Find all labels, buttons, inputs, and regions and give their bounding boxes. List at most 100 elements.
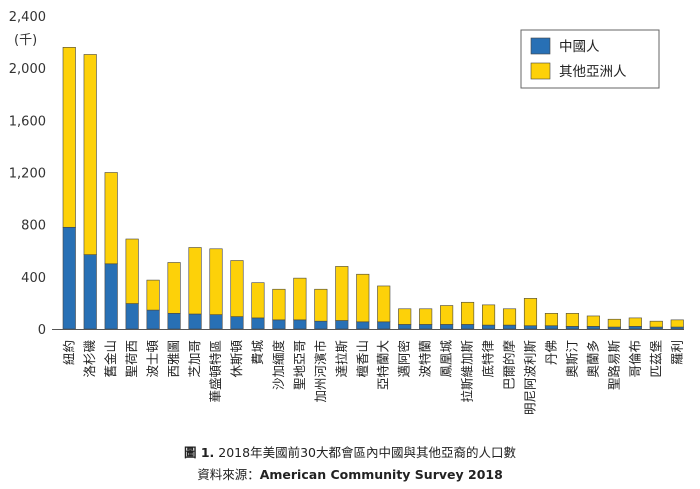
source-note: 資料來源：American Community Survey 2018 [0,464,700,483]
x-tick-label: 底特律 [481,340,496,378]
x-tick-label: 達拉斯 [334,340,349,378]
source-label: 資料來源： [197,467,260,482]
x-tick-label: 波士頓 [145,340,160,378]
x-tick-label: 鳳凰城 [439,340,454,378]
bar-segment-chinese [62,226,76,330]
bar-segment-chinese [146,309,160,330]
bar-segment-other-asian [502,308,517,326]
x-tick-label: 奧蘭多 [585,340,600,378]
bar-segment-chinese [586,326,600,330]
bar-segment-other-asian [649,320,663,328]
legend-label-chinese: 中國人 [559,39,600,55]
y-tick-label: 2,000 [9,62,46,77]
y-tick-label: 2,400 [9,10,46,25]
bar-segment-other-asian [544,313,559,327]
figure-caption: 圖 1. 2018年美國前30大都會區內中國與其他亞裔的人口數 [0,442,700,461]
bar-segment-chinese [251,317,265,330]
x-tick-label: 加州河濱市 [313,340,328,403]
bar-segment-chinese [83,254,97,330]
bar-segment-other-asian [272,288,286,321]
x-tick-label: 巴爾的摩 [502,340,517,391]
y-tick-label: 1,200 [9,167,46,182]
x-tick-label: 聖地亞哥 [292,340,307,390]
bar-segment-other-asian [356,273,370,323]
bar-segment-chinese [523,325,538,330]
x-tick-label: 紐約 [61,340,76,365]
bar-segment-other-asian [586,315,600,327]
x-tick-label: 邁阿密 [397,340,412,378]
x-tick-label: 檀香山 [355,340,370,378]
bar-segment-other-asian [482,304,496,326]
bar-segment-other-asian [188,247,202,315]
figure-number: 圖 1. [183,445,215,460]
bar-segment-other-asian [230,260,244,317]
x-tick-label: 費城 [250,340,265,366]
x-tick-label: 休斯頓 [229,340,244,378]
bar-segment-chinese [272,319,286,330]
bar-segment-other-asian [146,279,160,311]
bars [62,46,684,330]
bar-segment-chinese [482,324,496,330]
bar-segment-chinese [398,324,412,330]
x-tick-label: 洛杉磯 [82,340,97,378]
bar-segment-chinese [167,313,181,330]
bar-segment-chinese [356,321,370,330]
x-tick-label: 丹佛 [543,340,558,365]
x-tick-label: 華盛頓特區 [208,340,223,403]
y-axis: 0 400 800 1,200 1,600 2,000 2,400 [9,10,46,338]
bar-segment-other-asian [670,319,684,328]
bar-segment-other-asian [314,288,328,322]
x-tick-label: 芝加哥 [187,340,202,378]
bar-segment-other-asian [628,317,642,327]
bar-segment-other-asian [83,54,97,255]
bar-segment-other-asian [335,266,349,321]
x-tick-label: 舊金山 [103,340,118,378]
bar-segment-chinese [104,263,118,330]
bar-segment-chinese [377,321,391,330]
y-tick-label: 400 [21,271,46,286]
bar-segment-chinese [419,324,433,330]
bar-segment-chinese [125,303,139,330]
bar-segment-other-asian [419,308,433,325]
x-tick-label: 羅利 [669,340,684,365]
bar-segment-chinese [544,325,559,330]
bar-segment-other-asian [251,282,265,319]
bar-segment-chinese [293,319,307,330]
x-tick-label: 奧斯汀 [564,340,579,378]
x-tick-label: 亞特蘭大 [376,340,391,390]
x-tick-label: 哥倫布 [627,340,642,378]
y-axis-unit-label: (千) [14,33,37,48]
bar-segment-chinese [335,320,349,330]
bar-segment-chinese [628,326,642,330]
bar-segment-chinese [188,313,202,330]
bar-segment-chinese [314,320,328,330]
y-tick-label: 1,600 [9,114,46,129]
bar-segment-other-asian [62,46,76,228]
bar-segment-other-asian [293,277,307,321]
bar-segment-other-asian [104,172,118,265]
bar-segment-other-asian [461,301,475,325]
stacked-bar-chart: 0 400 800 1,200 1,600 2,000 2,400 (千) 紐約 洛杉磯 舊金山… [9,10,684,416]
bar-segment-other-asian [398,308,412,325]
legend-label-other-asian: 其他亞洲人 [559,64,627,80]
x-tick-label: 聖路易斯 [606,340,621,390]
x-tick-label: 波特蘭 [418,340,433,378]
bar-segment-other-asian [523,298,538,327]
bar-segment-chinese [230,316,244,330]
bar-segment-other-asian [440,305,454,325]
bar-segment-other-asian [607,318,621,328]
legend-swatch-chinese [530,37,551,55]
bar-segment-chinese [209,314,223,330]
x-axis-labels: 紐約 洛杉磯 舊金山 聖荷西 波士頓 西雅圖 芝加哥 華盛頓特區 休斯頓 費城 沙加緬度 聖地亞哥 加州… [61,340,684,416]
x-tick-label: 西雅圖 [166,340,181,378]
bar-segment-other-asian [167,262,181,314]
x-tick-label: 拉斯維加斯 [460,340,475,403]
bar-segment-chinese [461,324,475,330]
bar-segment-chinese [565,326,579,330]
x-tick-label: 沙加緬度 [271,340,286,391]
bar-segment-other-asian [209,248,223,315]
y-tick-label: 800 [21,219,46,234]
bar-segment-other-asian [377,285,391,323]
bar-segment-chinese [502,324,517,330]
y-tick-label: 0 [38,323,46,338]
